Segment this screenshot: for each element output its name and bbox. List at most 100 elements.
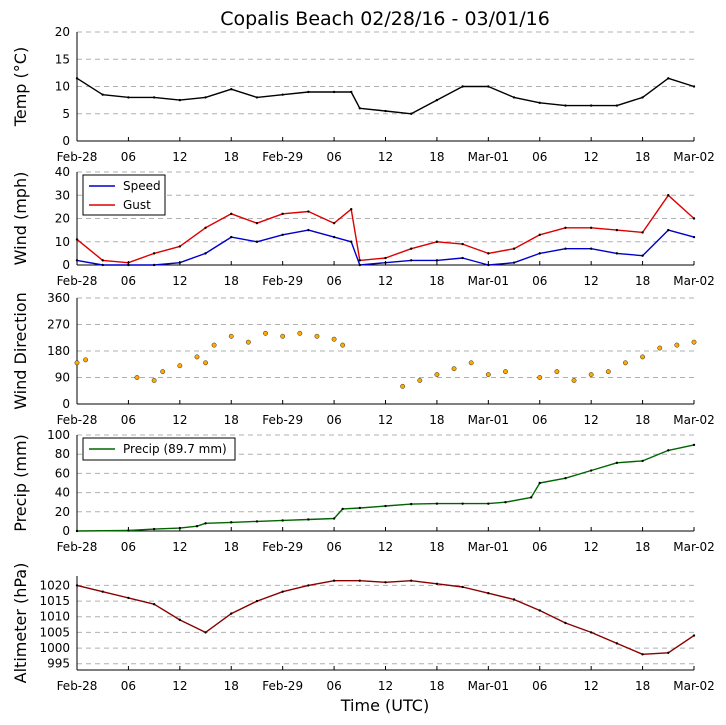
x-tick-label: 12: [172, 413, 187, 427]
data-point: [435, 98, 439, 102]
x-tick-label: Feb-29: [262, 679, 303, 693]
data-point: [692, 634, 696, 637]
data-point: [194, 354, 200, 360]
data-point: [75, 238, 79, 241]
data-point: [384, 581, 387, 584]
y-tick-label: 1020: [39, 578, 70, 592]
data-point: [75, 77, 79, 80]
x-tick-label: Feb-28: [57, 274, 98, 288]
y-tick-label: 100: [47, 428, 70, 442]
y-tick-label: 10: [55, 235, 70, 249]
x-tick-label: 18: [635, 274, 650, 288]
legend-box: [82, 174, 166, 216]
y-tick-label: 90: [55, 371, 70, 385]
data-point: [667, 194, 670, 197]
x-tick-label: 06: [121, 150, 136, 164]
data-point: [255, 599, 259, 603]
data-point: [358, 107, 361, 110]
x-tick-label: 12: [378, 540, 393, 554]
x-tick-label: 18: [635, 150, 650, 164]
x-tick-label: 12: [584, 274, 599, 288]
y-tick-label: 0: [62, 258, 70, 272]
data-point: [307, 228, 310, 232]
x-tick-label: 18: [224, 150, 239, 164]
data-point: [178, 618, 182, 622]
y-tick-label: 1005: [39, 625, 70, 639]
data-point: [623, 360, 628, 366]
x-tick-label: Feb-28: [57, 679, 98, 693]
data-point: [564, 104, 567, 107]
y-tick-label: 1015: [39, 594, 70, 608]
data-point: [281, 590, 284, 593]
data-point: [152, 527, 156, 531]
x-tick-label: 06: [326, 413, 341, 427]
data-point: [410, 112, 413, 115]
data-point: [228, 333, 234, 339]
data-point: [384, 256, 387, 260]
data-point: [350, 240, 353, 243]
data-point: [350, 90, 353, 94]
data-point: [538, 233, 541, 236]
data-point: [74, 360, 80, 366]
x-tick-label: Feb-29: [262, 540, 303, 554]
data-point: [384, 504, 387, 508]
x-tick-label: 18: [635, 679, 650, 693]
data-point: [204, 631, 207, 634]
data-point: [358, 506, 361, 510]
y-axis-label-wind: Wind (mph): [11, 172, 30, 266]
data-point: [358, 579, 361, 582]
x-tick-label: 18: [224, 679, 239, 693]
x-tick-label: 12: [172, 679, 187, 693]
x-tick-label: 18: [429, 274, 444, 288]
data-point: [615, 228, 619, 232]
data-point: [230, 612, 233, 615]
x-tick-label: Mar-02: [673, 540, 714, 554]
data-point: [204, 252, 207, 255]
data-point: [692, 443, 696, 447]
data-point: [75, 259, 79, 262]
data-point: [692, 235, 696, 239]
y-axis-label-precip: Precip (mm): [11, 434, 30, 532]
y-tick-label: 40: [55, 486, 70, 500]
x-tick-label: 12: [378, 274, 393, 288]
data-point: [204, 96, 207, 99]
data-point: [589, 247, 593, 250]
data-point: [485, 372, 491, 377]
data-point: [410, 259, 413, 262]
data-point: [358, 263, 361, 267]
x-tick-label: Feb-28: [57, 413, 98, 427]
x-tick-label: Feb-29: [262, 150, 303, 164]
data-point: [332, 90, 336, 94]
data-point: [589, 226, 593, 229]
data-point: [615, 461, 619, 465]
y-tick-label: 270: [47, 318, 70, 332]
data-point: [641, 653, 644, 656]
data-point: [280, 333, 286, 339]
data-point: [307, 90, 310, 94]
data-point: [529, 496, 533, 499]
x-tick-label: 18: [635, 413, 650, 427]
data-point: [230, 212, 233, 216]
data-point: [203, 360, 208, 366]
data-point: [641, 231, 644, 234]
data-point: [564, 247, 567, 250]
data-point: [204, 522, 207, 525]
data-point: [461, 502, 464, 505]
data-point: [281, 519, 284, 522]
panel-precip: 0 20 40 60 80 100 Feb-28 06 12 18 Feb-29 06 12 18 Mar-…: [11, 428, 715, 554]
x-tick-label: 06: [326, 679, 341, 693]
data-point: [230, 235, 233, 239]
series-line-temp: [76, 77, 695, 115]
data-point: [297, 330, 303, 336]
data-point: [615, 642, 619, 645]
data-point: [281, 212, 284, 216]
y-tick-label: 60: [55, 466, 70, 480]
data-point: [461, 85, 464, 88]
data-point: [435, 582, 439, 586]
x-tick-label: Feb-28: [57, 150, 98, 164]
y-tick-label: 20: [55, 505, 70, 519]
data-point: [211, 342, 217, 348]
data-point: [641, 254, 644, 257]
data-point: [538, 481, 541, 485]
